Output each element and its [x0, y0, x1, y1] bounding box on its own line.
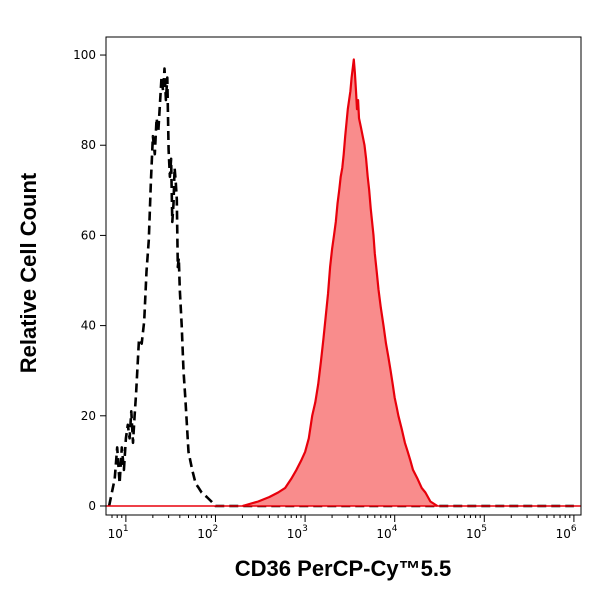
x-tick-base: 10 — [108, 527, 123, 541]
x-axis-title: CD36 PerCP-Cy™5.5 — [235, 556, 451, 581]
x-tick-label: 10 2 — [197, 524, 218, 541]
x-tick-base: 10 — [466, 527, 481, 541]
series-layer — [106, 58, 581, 508]
series-1-fill — [242, 59, 438, 506]
x-tick-exponent: 5 — [481, 524, 487, 534]
x-tick-exponent: 6 — [571, 524, 577, 534]
x-tick-label: 10 3 — [287, 524, 308, 541]
y-tick-label: 20 — [81, 409, 96, 423]
x-tick-exponent: 2 — [212, 524, 218, 534]
plot-frame — [105, 36, 582, 516]
x-tick-exponent: 1 — [123, 524, 129, 534]
y-tick-label: 80 — [81, 138, 96, 152]
series-1-line — [242, 58, 438, 508]
x-tick-base: 10 — [376, 527, 391, 541]
series-0-line — [107, 67, 574, 508]
x-tick-exponent: 3 — [302, 524, 308, 534]
x-tick-label: 10 4 — [376, 524, 397, 541]
x-tick-base: 10 — [197, 527, 212, 541]
y-tick-label: 60 — [81, 228, 96, 242]
y-tick-label: 40 — [81, 319, 96, 333]
x-tick-exponent: 4 — [392, 524, 398, 534]
x-tick-label: 10 5 — [466, 524, 487, 541]
x-tick-base: 10 — [287, 527, 302, 541]
x-tick-label: 10 6 — [556, 524, 577, 541]
y-tick-label: 0 — [88, 499, 96, 513]
y-tick-label: 100 — [73, 48, 96, 62]
x-tick-base: 10 — [556, 527, 571, 541]
x-tick-label: 10 1 — [108, 524, 129, 541]
y-axis-title: Relative Cell Count — [16, 172, 41, 373]
